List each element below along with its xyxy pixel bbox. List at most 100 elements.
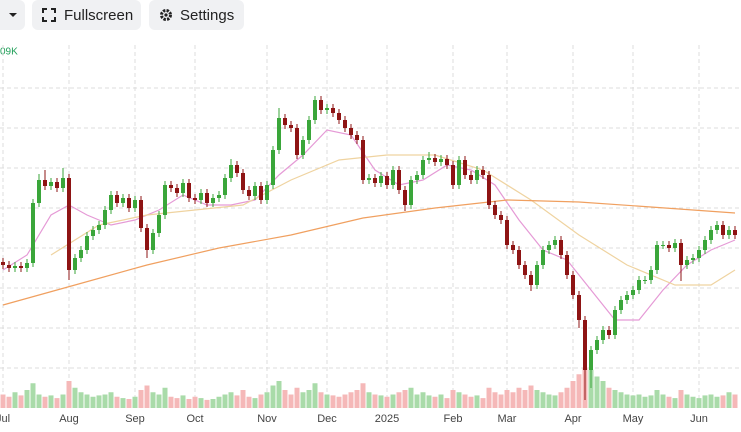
volume-bar (30, 383, 36, 408)
candle-body (253, 186, 257, 196)
candle-body (151, 233, 155, 250)
candle-body (595, 340, 599, 350)
candle-body (205, 193, 209, 203)
candle-body (421, 160, 425, 175)
candle-body (55, 182, 59, 188)
candle-body (451, 165, 455, 185)
volume-bar (108, 392, 114, 408)
x-tick-label: Jun (690, 413, 708, 425)
volume-bar (78, 392, 84, 408)
x-tick-label: Nov (257, 413, 277, 425)
candle-body (325, 108, 329, 110)
volume-bar (690, 396, 696, 408)
candle-body (277, 118, 281, 150)
candle-body (637, 280, 641, 290)
candle-body (499, 215, 503, 220)
candle-body (121, 198, 125, 203)
volume-bar (642, 396, 648, 408)
volume-bar (294, 387, 300, 408)
candle-body (187, 183, 191, 198)
volume-bar (612, 390, 618, 408)
volume-bar (126, 399, 132, 408)
candle-body (697, 250, 701, 258)
candle-body (721, 225, 725, 235)
volume-bar (252, 398, 258, 408)
candle-body (529, 275, 533, 285)
volume-bar (204, 399, 210, 408)
x-tick-label: Jul (0, 413, 10, 425)
volume-bar (120, 398, 126, 408)
volume-bar (504, 390, 510, 408)
candle-body (259, 186, 263, 200)
volume-bar (270, 385, 276, 408)
settings-button[interactable]: Settings (149, 0, 244, 30)
candle-body (457, 160, 461, 185)
candle-body (385, 176, 389, 185)
candle-body (361, 140, 365, 180)
volume-bar (288, 394, 294, 408)
candle-body (733, 230, 737, 235)
volume-bar (144, 385, 150, 408)
candle-body (265, 185, 269, 200)
volume-bar (426, 395, 432, 408)
candle-body (295, 128, 299, 155)
x-tick-label: Mar (498, 413, 517, 425)
candle-body (691, 258, 695, 260)
dropdown-button[interactable] (0, 0, 25, 30)
volume-bar (228, 392, 234, 408)
candle-body (169, 185, 173, 188)
candle-body (589, 350, 593, 370)
volume-bar (702, 395, 708, 408)
volume-bar (366, 392, 372, 408)
volume-bar (522, 390, 528, 408)
volume-bar (588, 369, 594, 408)
volume-bar (402, 390, 408, 408)
volume-bar (600, 381, 606, 408)
volume-bar (714, 396, 720, 408)
volume-bar (474, 395, 480, 408)
candle-body (541, 250, 545, 265)
candle-body (37, 180, 41, 203)
volume-bar (354, 390, 360, 408)
volume-bar (240, 390, 246, 408)
candle-body (139, 200, 143, 228)
candle-body (211, 198, 215, 203)
volume-bar (666, 396, 672, 408)
candle-body (409, 180, 413, 205)
volume-bar (636, 394, 642, 408)
candle-body (613, 310, 617, 335)
volume-bar (150, 392, 156, 408)
volume-bar (180, 395, 186, 408)
candle-body (505, 220, 509, 245)
candle-body (487, 175, 491, 205)
moving-average (2, 199, 736, 306)
volume-bar (174, 398, 180, 408)
volume-bar (6, 396, 12, 408)
candle-body (25, 263, 29, 268)
volume-bar (264, 392, 270, 408)
candle-body (667, 245, 671, 248)
volume-bar (480, 398, 486, 408)
candle-body (517, 250, 521, 265)
volume-bar (342, 394, 348, 408)
candle-body (49, 182, 53, 186)
fullscreen-button[interactable]: Fullscreen (32, 0, 141, 30)
volume-bar (192, 396, 198, 408)
volume-bar (516, 387, 522, 408)
volume-bar (678, 390, 684, 408)
candle-body (397, 170, 401, 190)
candle-body (469, 175, 473, 180)
candle-body (481, 170, 485, 175)
x-tick-label: Dec (317, 413, 337, 425)
candle-body (553, 240, 557, 245)
caret-icon (8, 13, 17, 17)
candle-body (373, 178, 377, 183)
candle-body (643, 280, 647, 281)
candle-body (307, 120, 311, 140)
volume-bar (72, 387, 78, 408)
volume-bar (450, 390, 456, 408)
candle-body (559, 240, 563, 255)
candle-body (67, 178, 71, 270)
volume-bar (570, 381, 576, 408)
candle-body (547, 245, 551, 250)
